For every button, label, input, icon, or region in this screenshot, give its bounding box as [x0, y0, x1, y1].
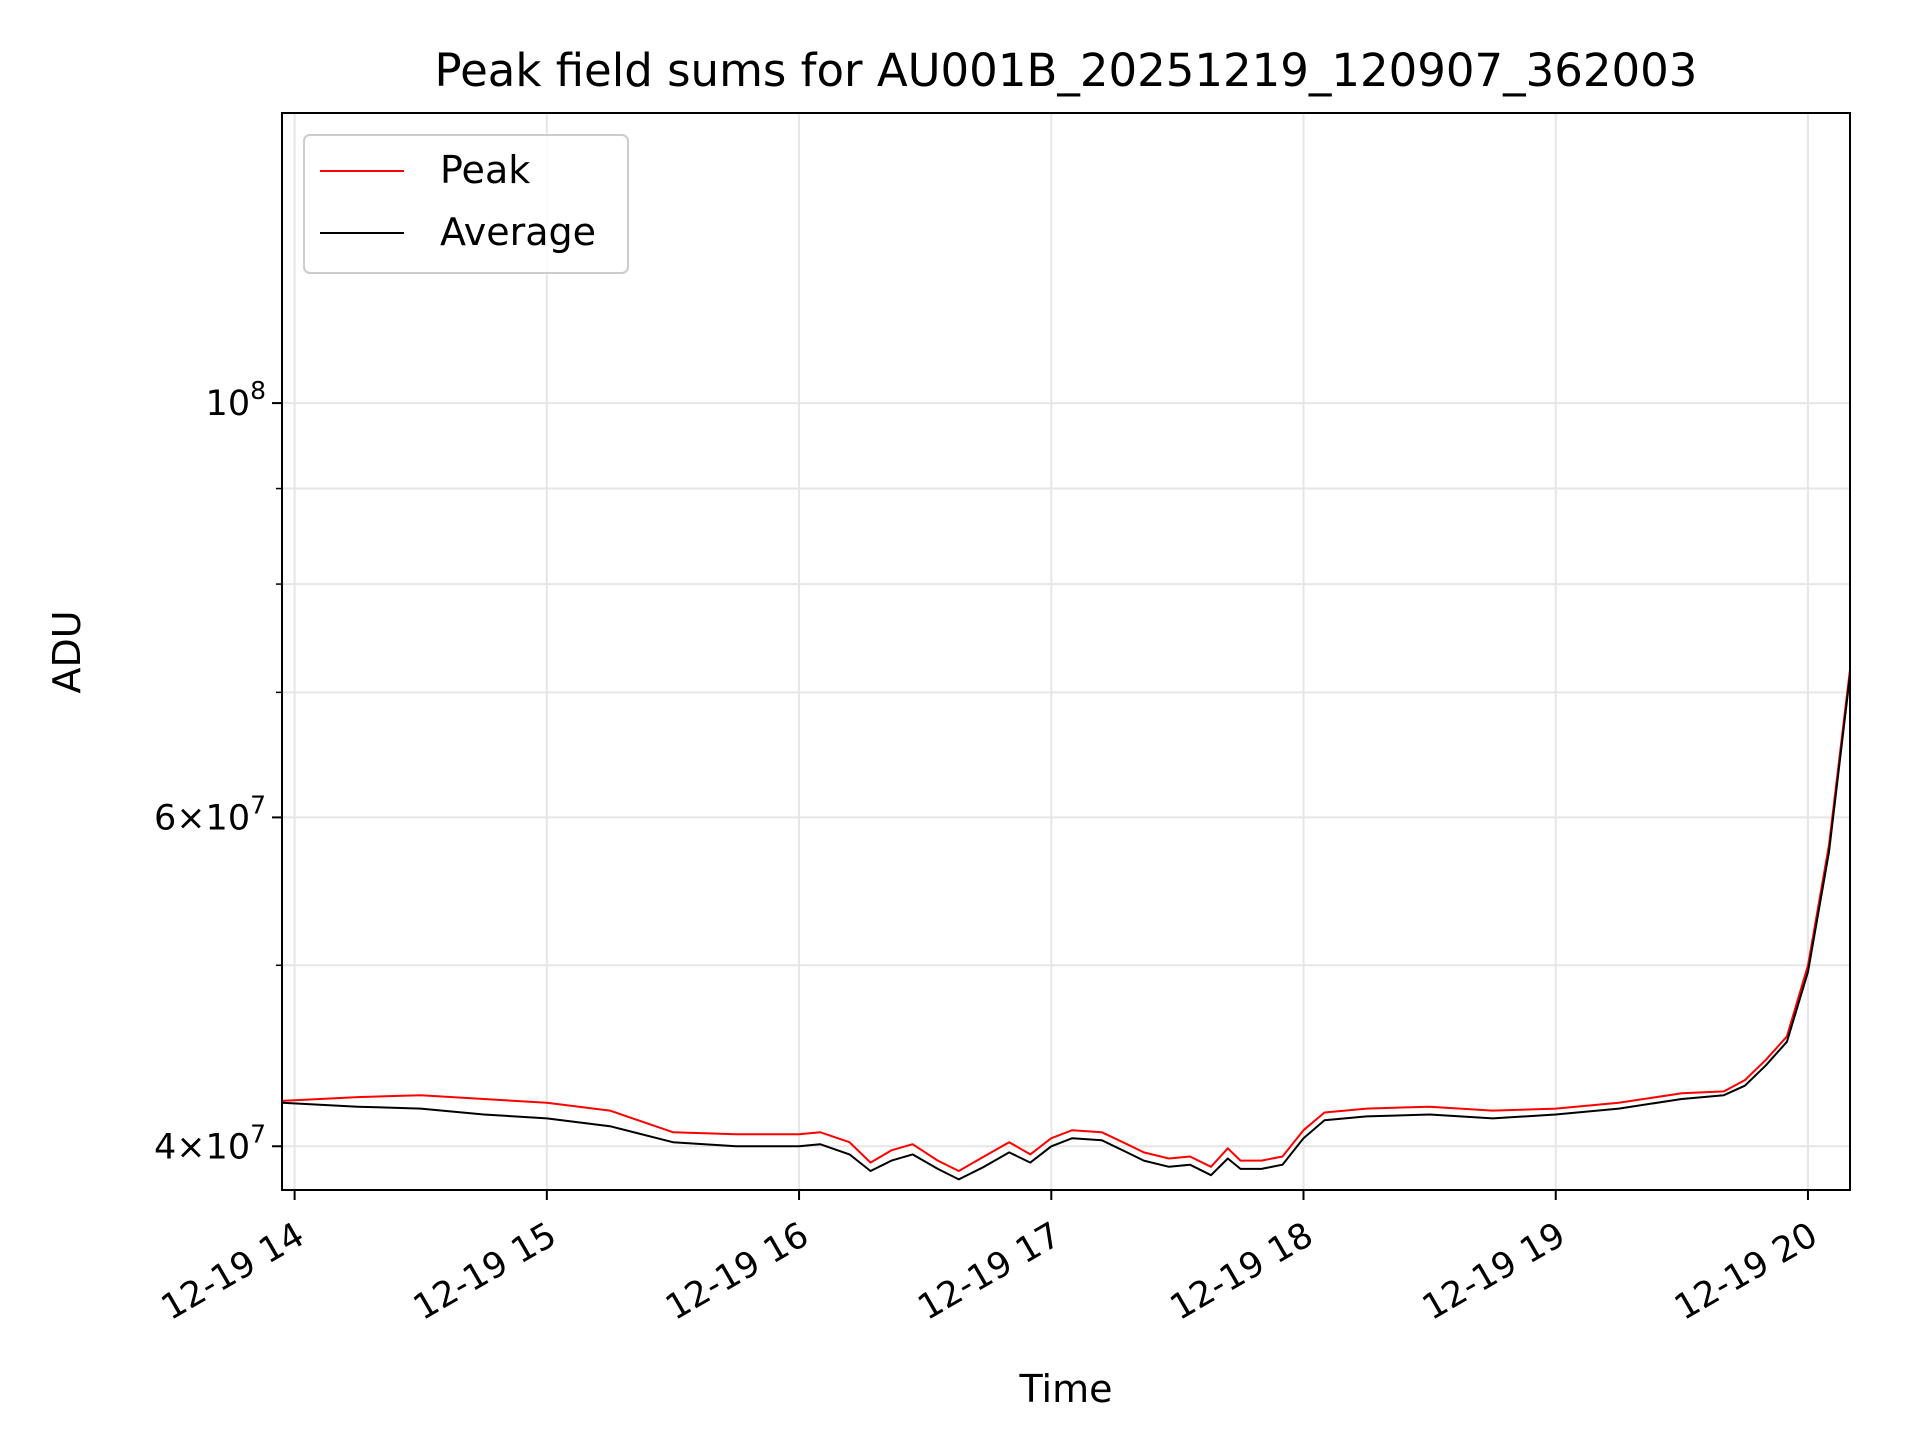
legend: Peak Average	[303, 134, 629, 274]
x-axis-label: Time	[1019, 1367, 1113, 1411]
series-group	[282, 660, 1850, 1181]
chart-title: Peak field sums for AU001B_20251219_1209…	[435, 44, 1698, 97]
y-axis-label: ADU	[45, 610, 89, 693]
y-axis: 4×107 6×107 108	[154, 376, 282, 1167]
series-line-average	[282, 666, 1850, 1181]
y-tick-label: 6×107	[154, 790, 266, 838]
legend-box	[303, 134, 629, 274]
y-tick-label: 108	[206, 376, 266, 424]
series-line-peak	[282, 660, 1850, 1172]
y-tick-label: 4×107	[154, 1119, 266, 1167]
legend-label-average: Average	[440, 210, 596, 254]
grid	[282, 113, 1850, 1190]
plot-frame	[281, 112, 1851, 1191]
legend-label-peak: Peak	[440, 148, 530, 192]
